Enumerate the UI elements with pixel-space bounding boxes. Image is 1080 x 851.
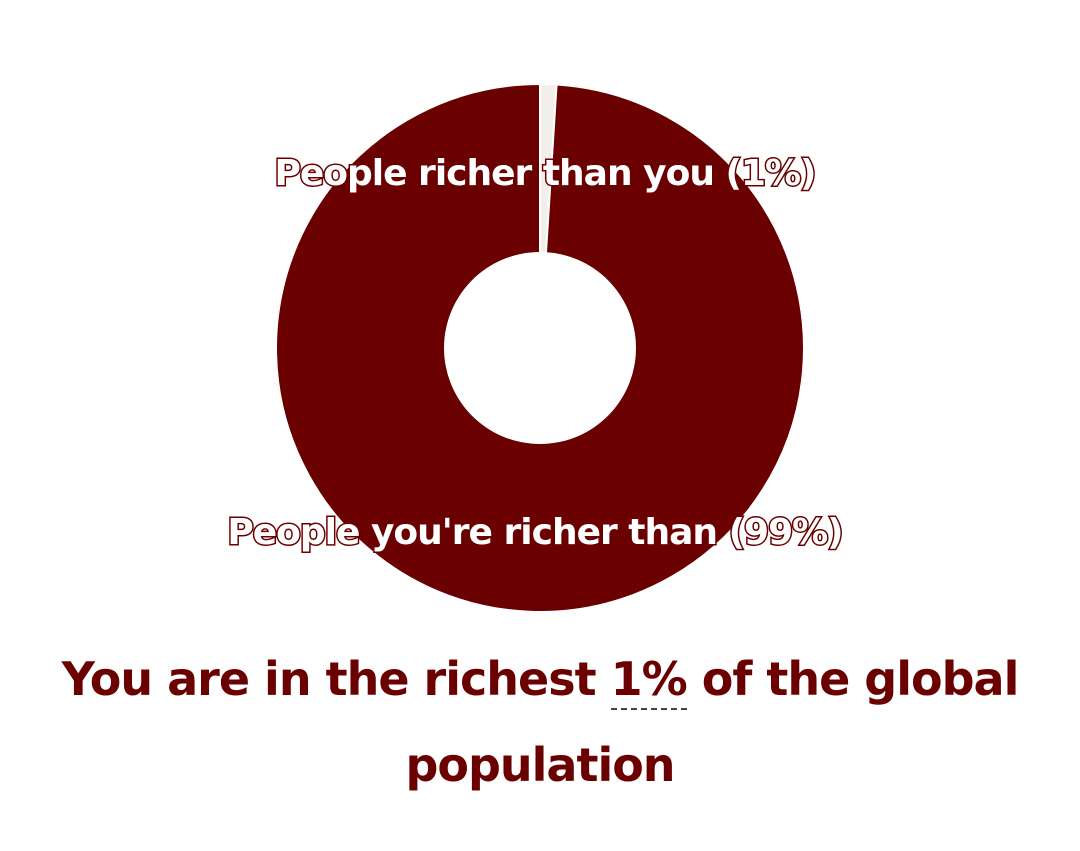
headline-suffix: of the global population [405, 652, 1019, 792]
slice-label-you-are-richer-than: People you're richer than (99%) [227, 512, 842, 553]
donut-chart: People richer than you (1%) People you'r… [226, 82, 845, 613]
percentile-highlight[interactable]: 1% [610, 652, 688, 710]
result-headline: You are in the richest 1% of the global … [40, 636, 1040, 808]
slice-label-richer-than-you: People richer than you (1%) [274, 153, 815, 194]
headline-prefix: You are in the richest [61, 652, 611, 706]
donut-hole [444, 252, 636, 444]
